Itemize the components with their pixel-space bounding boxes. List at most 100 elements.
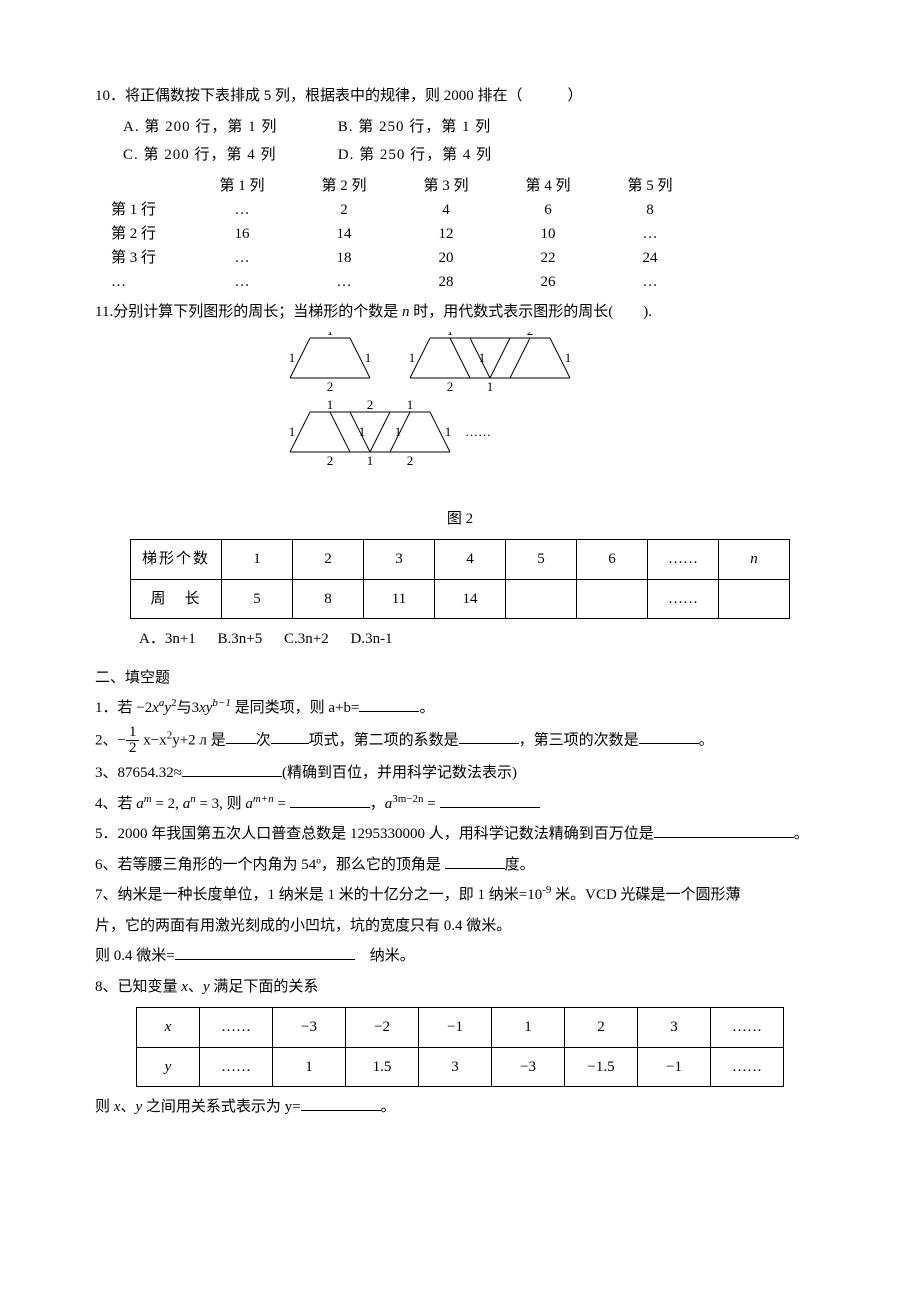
cell	[719, 579, 790, 619]
cell: ……	[711, 1008, 784, 1048]
text: 5．2000 年我国第五次人口普查总数是 1295330000 人，用科学记数法…	[95, 826, 654, 842]
cell: 14	[293, 222, 395, 246]
var-y: y	[203, 979, 210, 995]
q10-table: 第 1 列 第 2 列 第 3 列 第 4 列 第 5 列 第 1 行…2468…	[95, 174, 701, 294]
fill-1: 1．若 −2xay2与3xyb−1 是同类项，则 a+b=。	[95, 694, 825, 723]
cell: 8	[599, 198, 701, 222]
svg-text:2: 2	[407, 453, 414, 468]
fill-6: 6、若等腰三角形的一个内角为 54º，那么它的顶角是 度。	[95, 851, 825, 880]
cell: 2	[293, 198, 395, 222]
cell: 3	[364, 540, 435, 580]
blank	[175, 944, 355, 960]
fill-3: 3、87654.32≈(精确到百位，并用科学记数法表示)	[95, 759, 825, 788]
cell: 1	[222, 540, 293, 580]
q10-opt-b: B. 第 250 行，第 1 列	[338, 113, 492, 142]
text: a	[245, 796, 253, 812]
table-row: x …… −3 −2 −1 1 2 3 ……	[137, 1008, 784, 1048]
blank	[290, 792, 370, 808]
fill-7-line3: 则 0.4 微米= 纳米。	[95, 942, 825, 971]
text: 满足下面的关系	[210, 979, 319, 995]
cell: 5	[222, 579, 293, 619]
svg-text:1: 1	[395, 424, 402, 439]
table-row: y …… 1 1.5 3 −3 −1.5 −1 ……	[137, 1047, 784, 1087]
svg-text:2: 2	[327, 453, 334, 468]
sup: m+n	[253, 793, 274, 805]
blank	[359, 696, 419, 712]
svg-text:1: 1	[407, 397, 414, 412]
svg-text:1: 1	[445, 424, 452, 439]
svg-text:1: 1	[479, 350, 486, 365]
q11-opt-d: D.3n-1	[350, 625, 392, 654]
cell: 梯形个数	[131, 540, 222, 580]
fill-2: 2、−12 x−x2y+2 л 是次项式，第二项的系数是，第三项的次数是。	[95, 725, 825, 758]
cell: 1	[273, 1047, 346, 1087]
q11-figure: 121111211211122111211……	[95, 332, 825, 503]
svg-text:1: 1	[409, 350, 416, 365]
blank	[654, 822, 794, 838]
text: = 2,	[152, 796, 183, 812]
cell: n	[719, 540, 790, 580]
fill-4: 4、若 am = 2, an = 3, 则 am+n = ，a3m−2n =	[95, 790, 825, 819]
cell: 6	[577, 540, 648, 580]
blank	[301, 1095, 381, 1111]
cell: 1.5	[346, 1047, 419, 1087]
cell: −3	[492, 1047, 565, 1087]
text: 4、若	[95, 796, 136, 812]
cell: −2	[346, 1008, 419, 1048]
cell: …	[599, 222, 701, 246]
cell: …	[191, 198, 293, 222]
svg-text:1: 1	[487, 379, 494, 394]
text: 7、纳米是一种长度单位，1 纳米是 1 米的十亿分之一，即 1 纳米=10	[95, 887, 542, 903]
fill-5: 5．2000 年我国第五次人口普查总数是 1295330000 人，用科学记数法…	[95, 820, 825, 849]
svg-text:1: 1	[565, 350, 572, 365]
cell: …	[293, 270, 395, 294]
text: 2、−	[95, 732, 126, 748]
svg-text:2: 2	[447, 379, 454, 394]
cell: 4	[395, 198, 497, 222]
fill-8-stem: 8、已知变量 x、y 满足下面的关系	[95, 973, 825, 1002]
text: xy	[199, 700, 212, 716]
sup: -9	[542, 884, 551, 896]
q10-table-head: 第 1 列 第 2 列 第 3 列 第 4 列 第 5 列	[95, 174, 701, 198]
cell: 第 3 列	[395, 174, 497, 198]
text: 11.分别计算下列图形的周长；当梯形的个数是	[95, 304, 402, 320]
blank	[271, 728, 309, 744]
q10-options-row1: A. 第 200 行，第 1 列 B. 第 250 行，第 1 列	[95, 113, 825, 142]
cell: 28	[395, 270, 497, 294]
blank	[639, 728, 699, 744]
q11-opt-a: A．3n+1	[139, 625, 196, 654]
sup: m	[144, 793, 152, 805]
cell: 11	[364, 579, 435, 619]
fraction: 12	[126, 725, 140, 758]
text: 度。	[505, 857, 535, 873]
table-row: 第 1 行…2468	[95, 198, 701, 222]
cell: ……	[711, 1047, 784, 1087]
text: 8、已知变量	[95, 979, 181, 995]
cell: 8	[293, 579, 364, 619]
text: ，第三项的次数是	[519, 732, 639, 748]
cell: 5	[506, 540, 577, 580]
svg-text:1: 1	[447, 332, 454, 338]
svg-text:1: 1	[289, 424, 296, 439]
cell: …	[95, 270, 191, 294]
cell: ……	[200, 1047, 273, 1087]
text: x	[152, 700, 159, 716]
table-row: 梯形个数 1 2 3 4 5 6 …… n	[131, 540, 790, 580]
svg-text:2: 2	[327, 379, 334, 394]
cell: −1	[419, 1008, 492, 1048]
cell	[506, 579, 577, 619]
cell: y	[137, 1047, 200, 1087]
cell: −1.5	[565, 1047, 638, 1087]
cell: 16	[191, 222, 293, 246]
cell: 第 1 列	[191, 174, 293, 198]
text: ，	[370, 796, 385, 812]
blank	[440, 792, 540, 808]
cell: −1	[638, 1047, 711, 1087]
cell: 3	[638, 1008, 711, 1048]
text: 。	[794, 826, 809, 842]
text: 1．若	[95, 700, 136, 716]
text: 。	[699, 732, 714, 748]
cell: 14	[435, 579, 506, 619]
cell: 4	[435, 540, 506, 580]
text: =	[424, 796, 440, 812]
